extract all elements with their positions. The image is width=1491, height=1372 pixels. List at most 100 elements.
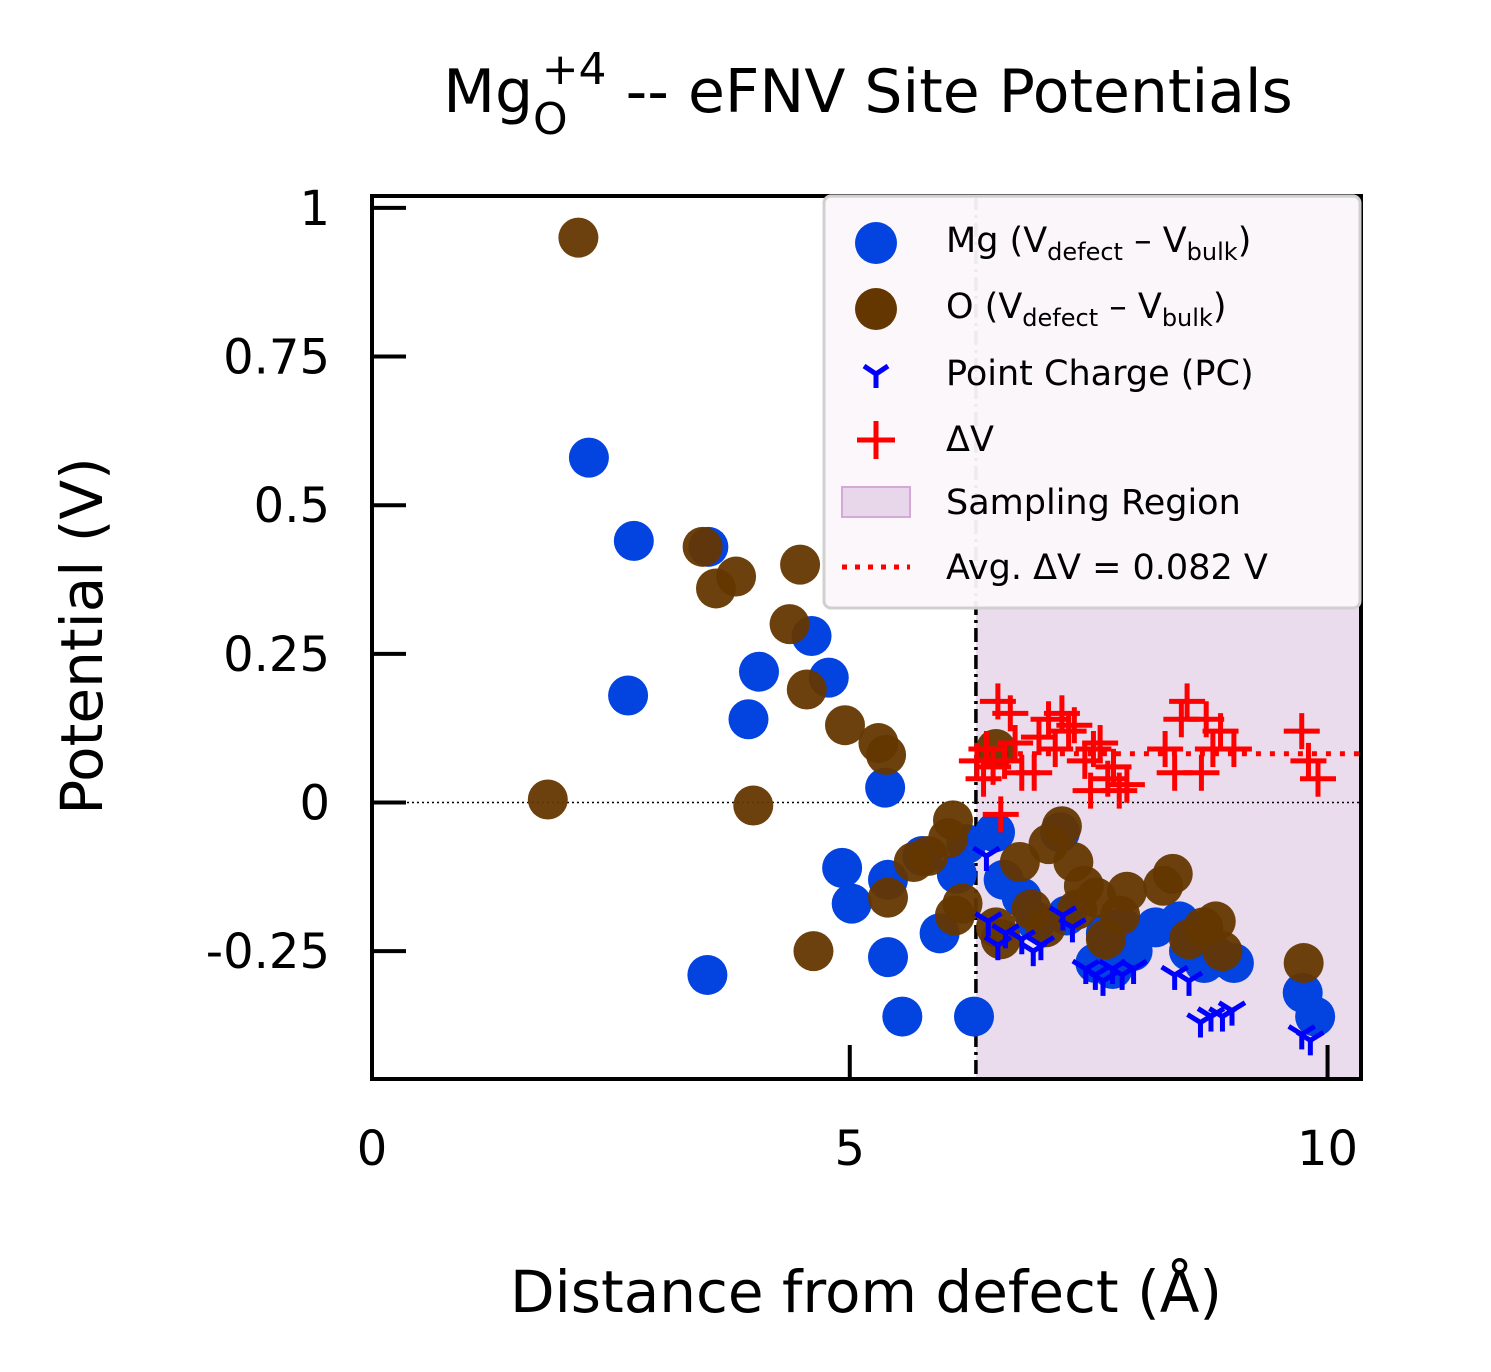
mg-point [868,937,908,978]
dv-point [1215,730,1252,767]
dv-point [1283,713,1320,750]
pc-point [972,845,1001,872]
o-point [1025,907,1066,948]
y-tick-label: -0.25 [206,924,330,980]
mg-point [608,675,649,716]
pc-point [1217,1000,1247,1026]
legend-marker-o [855,288,897,330]
mg-point [822,847,863,888]
pc-point [1119,958,1148,984]
pc-point [1058,917,1087,943]
o-point [716,556,757,597]
o-point [999,841,1040,882]
dv-point [1183,754,1220,791]
pc-point-arm-right [1187,970,1204,984]
pc-point-arm-left [1058,917,1074,930]
mg-point [728,699,769,740]
legend-box [822,194,1362,610]
dv-point [982,796,1019,833]
pc-point-arm-left [1048,905,1065,918]
dv-point [1016,754,1053,791]
pc-point-arm-right [1300,1024,1317,1037]
plot-frame-layer: 1 0.75 0.5 0.25 0 -0.25 0 5 10 [206,181,1363,1177]
pc-point-arm-right [1004,923,1020,936]
legend-marker-dv [857,421,895,459]
pc-point-arm-left [972,845,988,859]
y-tick-label: 0 [299,776,330,832]
mg-point [613,520,654,561]
legend-item-region: Sampling Region [841,483,1241,523]
legend-item-avg: Avg. ΔV = 0.082 V [842,548,1268,588]
pc-point-arm-left [1196,1006,1213,1019]
dv-point [968,730,1005,767]
o-point [786,669,827,710]
dv-point [1300,760,1336,797]
pc-point-arm-right [985,845,1001,859]
legend-item-o: O (Vdefect – Vbulk) [855,287,1226,332]
o-point [682,526,723,567]
legend-marker-mg [855,222,897,264]
o-point [942,883,983,924]
dv-point [1075,730,1112,767]
o-point [1283,943,1324,984]
legend-marker-region [841,486,911,518]
y-tick-label: 0.25 [223,627,330,683]
legend-item-mg: Mg (Vdefect – Vbulk) [855,221,1251,266]
y-tick-label: 1 [299,181,330,237]
mg-point [936,853,977,894]
o-point [558,217,599,258]
mg-point [568,437,609,478]
pc-point-arm-left [1107,964,1124,978]
o-point [1195,901,1236,942]
dv-point [1050,713,1087,750]
o-point [1152,853,1193,894]
pc-point-arm-left [991,923,1007,936]
legend-label-region: Sampling Region [946,483,1241,523]
pc-point-arm-left [1088,970,1105,984]
o-point [1106,871,1147,912]
title-suffix: -- eFNV Site Potentials [607,57,1293,127]
legend-label-pc: Point Charge (PC) [946,354,1254,394]
legend-label-dv: ΔV [946,420,994,460]
title-superscript: +4 [542,44,607,95]
pc-point [974,911,1003,937]
y-tick-label: 0.5 [254,478,330,534]
dv-point [992,695,1029,732]
legend-item-dv: ΔV [857,420,994,460]
pc-point-arm-left [1296,1030,1312,1043]
pc-point [991,923,1020,949]
o-point [1202,931,1243,972]
pc-point-arm-right [1071,917,1087,930]
legend: Mg (Vdefect – Vbulk) O (Vdefect – Vbulk)… [822,194,1362,610]
pc-point-arm-right [1039,935,1056,948]
pc-point-arm-left [1007,929,1024,942]
mg-point [954,996,994,1037]
o-point [769,604,810,645]
legend-item-pc: Point Charge (PC) [862,354,1254,394]
pc-point [1174,970,1204,996]
mg-point [865,767,906,808]
o-point [1041,806,1082,847]
o-point [793,931,834,972]
o-point [780,544,821,585]
pc-point [1296,1030,1325,1056]
legend-label-mg: Mg (Vdefect – Vbulk) [946,221,1251,266]
pc-point-arm-left [1160,964,1176,978]
pc-point-arm-right [987,911,1003,924]
mg-point [739,651,779,692]
pc-point-arm-right [1309,1030,1325,1043]
dv-point [997,725,1034,762]
pc-point-arm-right [1020,929,1037,942]
dv-point [1108,766,1145,803]
mg-point [687,954,728,995]
x-tick-label: 5 [835,1121,866,1177]
pc-point-arm-left [983,935,1000,948]
pc-point-arm-left [1186,1012,1202,1025]
legend-label-avg: Avg. ΔV = 0.082 V [946,548,1268,588]
mg-point [1295,996,1336,1037]
x-tick-label: 0 [357,1121,388,1177]
pc-point-arm-left [1119,958,1135,972]
o-point [527,779,568,820]
chart-title: MgO+4 -- eFNV Site Potentials [443,44,1293,145]
o-point [932,800,973,841]
